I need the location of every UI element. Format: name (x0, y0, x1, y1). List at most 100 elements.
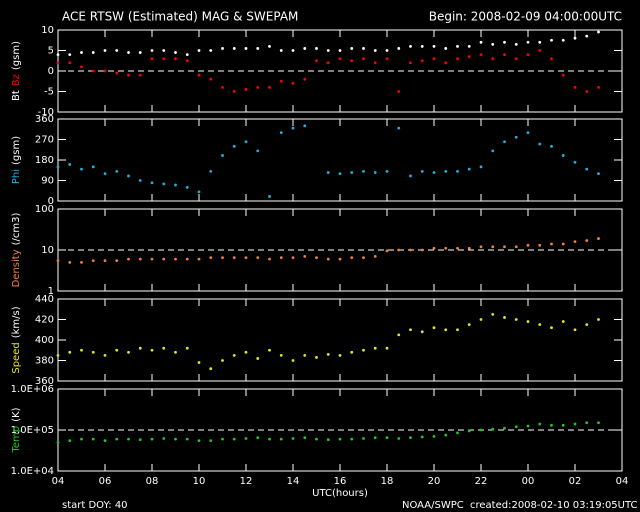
data-point (503, 245, 506, 249)
data-point (397, 126, 401, 130)
data-point (350, 59, 354, 63)
data-point (56, 53, 60, 56)
data-point (350, 437, 354, 441)
data-point (185, 53, 189, 56)
data-point (432, 45, 436, 48)
data-point (432, 246, 436, 250)
y-tick-label: 10 (41, 245, 54, 256)
data-point (326, 61, 330, 65)
y-tick-label: 400 (35, 335, 54, 346)
data-point (550, 242, 553, 246)
data-point (456, 246, 459, 250)
data-point (362, 348, 365, 352)
data-point (56, 259, 60, 263)
y-tick-label: 0 (48, 196, 54, 207)
data-point (127, 257, 130, 261)
data-point (373, 436, 377, 440)
data-point (221, 359, 224, 362)
data-point (338, 49, 342, 52)
data-point (315, 47, 318, 50)
data-point (291, 81, 295, 85)
data-point (573, 86, 577, 89)
data-point (115, 437, 119, 441)
data-point (503, 53, 506, 56)
data-point (115, 169, 119, 173)
data-point (467, 323, 471, 327)
data-point (526, 424, 530, 428)
data-point (221, 437, 224, 441)
data-point (303, 124, 307, 128)
y-tick-label: 1.0E+05 (11, 425, 54, 436)
y-axis-label-part: (K) (11, 407, 22, 421)
data-point (279, 79, 283, 83)
y-tick-label: 90 (41, 176, 54, 187)
data-point (385, 169, 389, 173)
data-point (209, 169, 213, 173)
data-point (209, 439, 213, 443)
data-point (538, 142, 542, 146)
data-point (420, 330, 424, 334)
data-point (279, 353, 283, 357)
data-point (103, 172, 107, 176)
data-point (221, 47, 224, 50)
data-point (303, 353, 307, 357)
data-point (279, 49, 283, 52)
data-point (456, 57, 459, 61)
data-point (385, 436, 389, 440)
data-point (338, 437, 342, 441)
data-point (526, 131, 530, 135)
data-point (256, 357, 260, 360)
data-point (362, 47, 365, 50)
data-point (397, 47, 401, 50)
data-point (209, 49, 213, 52)
data-point (232, 353, 236, 357)
data-point (444, 246, 448, 250)
data-point (397, 333, 401, 337)
data-point (479, 428, 483, 432)
data-point (80, 51, 83, 54)
y-tick-label: 420 (35, 315, 54, 326)
data-point (350, 256, 354, 260)
data-point (232, 256, 236, 260)
data-point (350, 350, 354, 354)
data-point (197, 439, 201, 443)
data-point (197, 257, 201, 261)
data-point (385, 49, 389, 52)
data-point (585, 34, 589, 38)
data-point (268, 348, 271, 352)
data-point (526, 40, 530, 44)
data-point (115, 71, 119, 75)
data-point (409, 61, 412, 65)
data-point (115, 348, 119, 352)
data-point (127, 437, 130, 441)
created: created:2008-02-10 03:19:05UTC (470, 500, 638, 511)
data-point (185, 437, 189, 441)
data-point (103, 49, 107, 52)
data-point (103, 439, 107, 443)
data-point (514, 318, 518, 321)
data-point (538, 422, 542, 426)
data-point (432, 326, 436, 330)
data-point (550, 57, 553, 61)
data-point (197, 49, 201, 52)
data-point (561, 73, 565, 77)
data-point (221, 256, 224, 260)
data-point (68, 53, 72, 56)
data-point (514, 57, 518, 61)
data-point (256, 436, 260, 440)
data-point (68, 260, 72, 264)
data-point (420, 435, 424, 439)
data-point (585, 421, 589, 425)
data-point (197, 190, 201, 194)
data-point (80, 260, 83, 264)
data-point (326, 257, 330, 261)
x-tick-label: 00 (522, 476, 535, 487)
data-point (362, 256, 365, 260)
data-point (409, 174, 412, 178)
data-point (232, 144, 236, 148)
data-point (526, 320, 530, 323)
data-point (138, 346, 142, 350)
data-point (373, 61, 377, 65)
data-point (420, 45, 424, 48)
data-point (597, 421, 600, 425)
